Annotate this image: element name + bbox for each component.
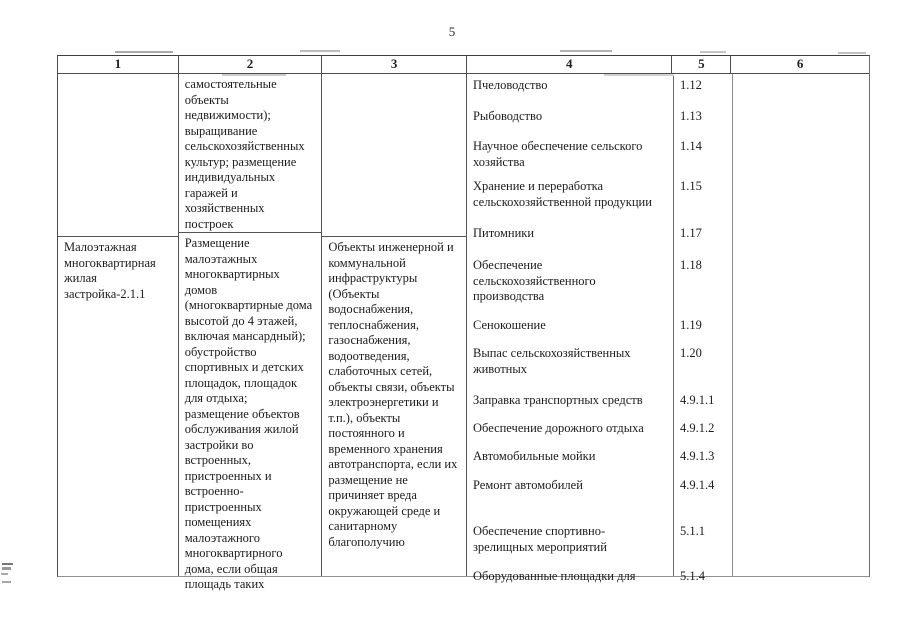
use-item: Сенокошение 1.19 (467, 318, 869, 334)
cell-text: самостоятельные объекты недвижимости); в… (184, 77, 305, 231)
use-code: 1.18 (679, 258, 702, 272)
land-use-table: 1 2 3 4 5 6 Малоэтажная многоквартирная … (57, 55, 870, 591)
column-header-4: 4 (467, 56, 673, 73)
use-name: Хранение и переработка сельскохозяйствен… (472, 179, 652, 209)
cell-r2-infrastructure: Объекты инженерной и коммунальной инфрас… (322, 237, 466, 576)
use-name: Обеспечение сельскохозяйственного произв… (472, 258, 596, 303)
scan-artifact (560, 50, 612, 52)
use-code: 1.17 (679, 226, 702, 240)
cell-r2-zone-name: Малоэтажная многоквартирная жилая застро… (58, 237, 178, 576)
use-item: Научное обеспечение сельского хозяйства 1… (467, 139, 869, 170)
use-name: Рыбоводство (472, 109, 543, 123)
use-code: 4.9.1.2 (679, 421, 715, 435)
scan-artifact (115, 51, 173, 53)
column-header-2: 2 (179, 56, 323, 73)
column-header-5: 5 (672, 56, 732, 73)
use-name: Ремонт автомобилей (472, 478, 583, 492)
column-header-3: 3 (322, 56, 467, 73)
margin-mark (2, 581, 11, 583)
table-header-row: 1 2 3 4 5 6 (58, 56, 869, 74)
cell-text (58, 74, 178, 77)
column-zone-name: Малоэтажная многоквартирная жилая застро… (58, 74, 179, 576)
scan-artifact (222, 74, 286, 76)
use-code: 1.20 (679, 346, 702, 360)
cell-text (322, 74, 466, 77)
use-item: Обеспечение сельскохозяйственного произв… (467, 258, 869, 305)
cell-r1-zone-name (58, 74, 178, 237)
margin-mark (2, 563, 13, 565)
cell-r1-infrastructure (322, 74, 466, 237)
use-name: Сенокошение (472, 318, 546, 332)
use-code: 1.14 (679, 139, 702, 153)
use-name: Обеспечение спортивно-зрелищных мероприя… (472, 524, 607, 554)
column-group-permitted-uses: Пчеловодство 1.12 Рыбоводство 1.13 Научное… (467, 74, 869, 583)
use-item: Выпас сельскохозяйственных животных 1.20 (467, 346, 869, 377)
column-header-1: 1 (58, 56, 179, 73)
cell-text: Размещение малоэтажных многоквартирных д… (184, 236, 313, 591)
column-infrastructure: Объекты инженерной и коммунальной инфрас… (322, 74, 467, 576)
cell-text: Объекты инженерной и коммунальной инфрас… (328, 240, 458, 549)
use-code: 1.19 (679, 318, 702, 332)
scan-artifact (300, 50, 340, 52)
use-item: Заправка транспортных средств 4.9.1.1 (467, 393, 869, 409)
use-name: Научное обеспечение сельского хозяйства (472, 139, 643, 169)
use-item: Ремонт автомобилей 4.9.1.4 (467, 478, 869, 494)
use-name: Заправка транспортных средств (472, 393, 643, 407)
column-use-description: самостоятельные объекты недвижимости); в… (178, 74, 323, 591)
use-name: Автомобильные мойки (472, 449, 596, 463)
column-divider-5-6 (731, 74, 733, 576)
use-item: Оборудованные площадки для 5.1.4 (467, 569, 869, 585)
use-code: 4.9.1.1 (679, 393, 715, 407)
use-name: Оборудованные площадки для (472, 569, 636, 583)
column-divider-4-5 (672, 74, 674, 576)
use-item: Обеспечение спортивно-зрелищных мероприя… (467, 524, 869, 555)
scan-artifact (604, 74, 674, 76)
use-name: Выпас сельскохозяйственных животных (472, 346, 631, 376)
page-number: 5 (448, 24, 457, 39)
use-item: Хранение и переработка сельскохозяйствен… (467, 179, 869, 210)
use-code: 5.1.1 (679, 524, 705, 538)
column-header-6: 6 (796, 56, 804, 71)
permitted-use-list: Пчеловодство 1.12 Рыбоводство 1.13 Научное… (467, 74, 869, 585)
margin-mark (2, 567, 11, 570)
use-name: Питомники (472, 226, 535, 240)
use-name: Пчеловодство (472, 78, 548, 92)
use-item: Рыбоводство 1.13 (467, 109, 869, 125)
scan-artifact (700, 51, 726, 53)
use-code: 1.15 (679, 179, 702, 193)
use-code: 1.12 (679, 78, 702, 92)
use-name: Обеспечение дорожного отдыха (472, 421, 644, 435)
use-code: 5.1.4 (679, 569, 705, 583)
use-code: 1.13 (679, 109, 702, 123)
scan-artifact (838, 52, 866, 54)
use-code: 4.9.1.4 (679, 478, 715, 492)
use-item: Обеспечение дорожного отдыха 4.9.1.2 (467, 421, 869, 437)
margin-mark (1, 573, 8, 575)
table-body: Малоэтажная многоквартирная жилая застро… (58, 74, 869, 591)
use-code: 4.9.1.3 (679, 449, 715, 463)
cell-r1-use-description: самостоятельные объекты недвижимости); в… (178, 74, 322, 233)
cell-text: Малоэтажная многоквартирная жилая застро… (64, 240, 156, 301)
use-item: Пчеловодство 1.12 (467, 78, 869, 94)
use-item: Питомники 1.17 (467, 226, 869, 242)
use-item: Автомобильные мойки 4.9.1.3 (467, 449, 869, 465)
cell-r2-use-description: Размещение малоэтажных многоквартирных д… (179, 233, 322, 593)
